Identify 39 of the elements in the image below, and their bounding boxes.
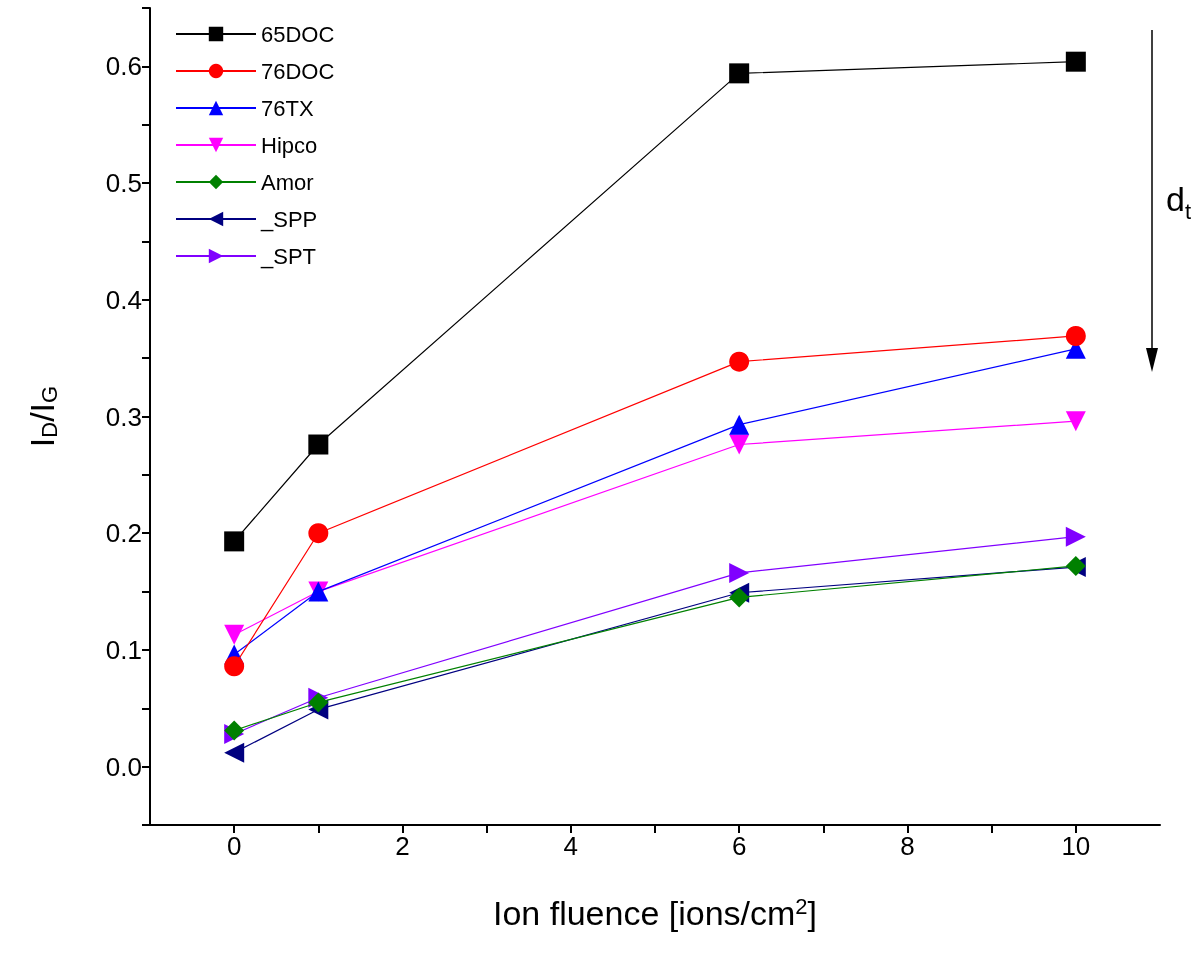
legend-label: Amor: [261, 169, 314, 195]
point: [224, 531, 245, 552]
x-tick-label: 2: [395, 831, 410, 861]
x-tick-label: 0: [226, 831, 242, 861]
x-tick-label: 4: [563, 831, 579, 861]
legend-label: 76DOC: [261, 58, 335, 84]
point: [308, 434, 329, 455]
point: [308, 692, 329, 713]
point: [224, 742, 245, 763]
point: [308, 523, 329, 544]
legend-label: 76TX: [261, 95, 314, 121]
legend-label: _SPP: [260, 206, 318, 232]
legend-label: _SPT: [260, 243, 317, 269]
y-tick-label: 0.1: [105, 634, 142, 665]
x-tick-label: 8: [900, 831, 915, 861]
y-tick-label: 0.0: [105, 751, 142, 782]
y-axis-title: ID/IG: [23, 385, 62, 448]
point: [729, 414, 750, 435]
point: [729, 562, 750, 583]
point: [224, 624, 245, 645]
point: [729, 587, 750, 608]
point: [729, 351, 750, 372]
legend-label: Hipco: [261, 132, 318, 158]
point: [1065, 325, 1086, 346]
x-tick-label: 6: [731, 831, 747, 861]
y-tick-label: 0.3: [105, 401, 142, 432]
point: [1065, 526, 1086, 547]
y-tick-label: 0.5: [105, 168, 142, 199]
y-tick-label: 0.2: [105, 518, 142, 549]
point: [1065, 411, 1086, 432]
point: [224, 656, 245, 677]
point: [1065, 51, 1086, 72]
x-tick-label: 10: [1061, 831, 1091, 861]
point: [729, 63, 750, 84]
y-tick-label: 0.4: [105, 284, 142, 315]
legend-label: 65DOC: [261, 21, 335, 47]
point: [729, 434, 750, 455]
y-tick-label: 0.6: [105, 51, 142, 82]
text: d$_{t}$: [1166, 180, 1192, 225]
